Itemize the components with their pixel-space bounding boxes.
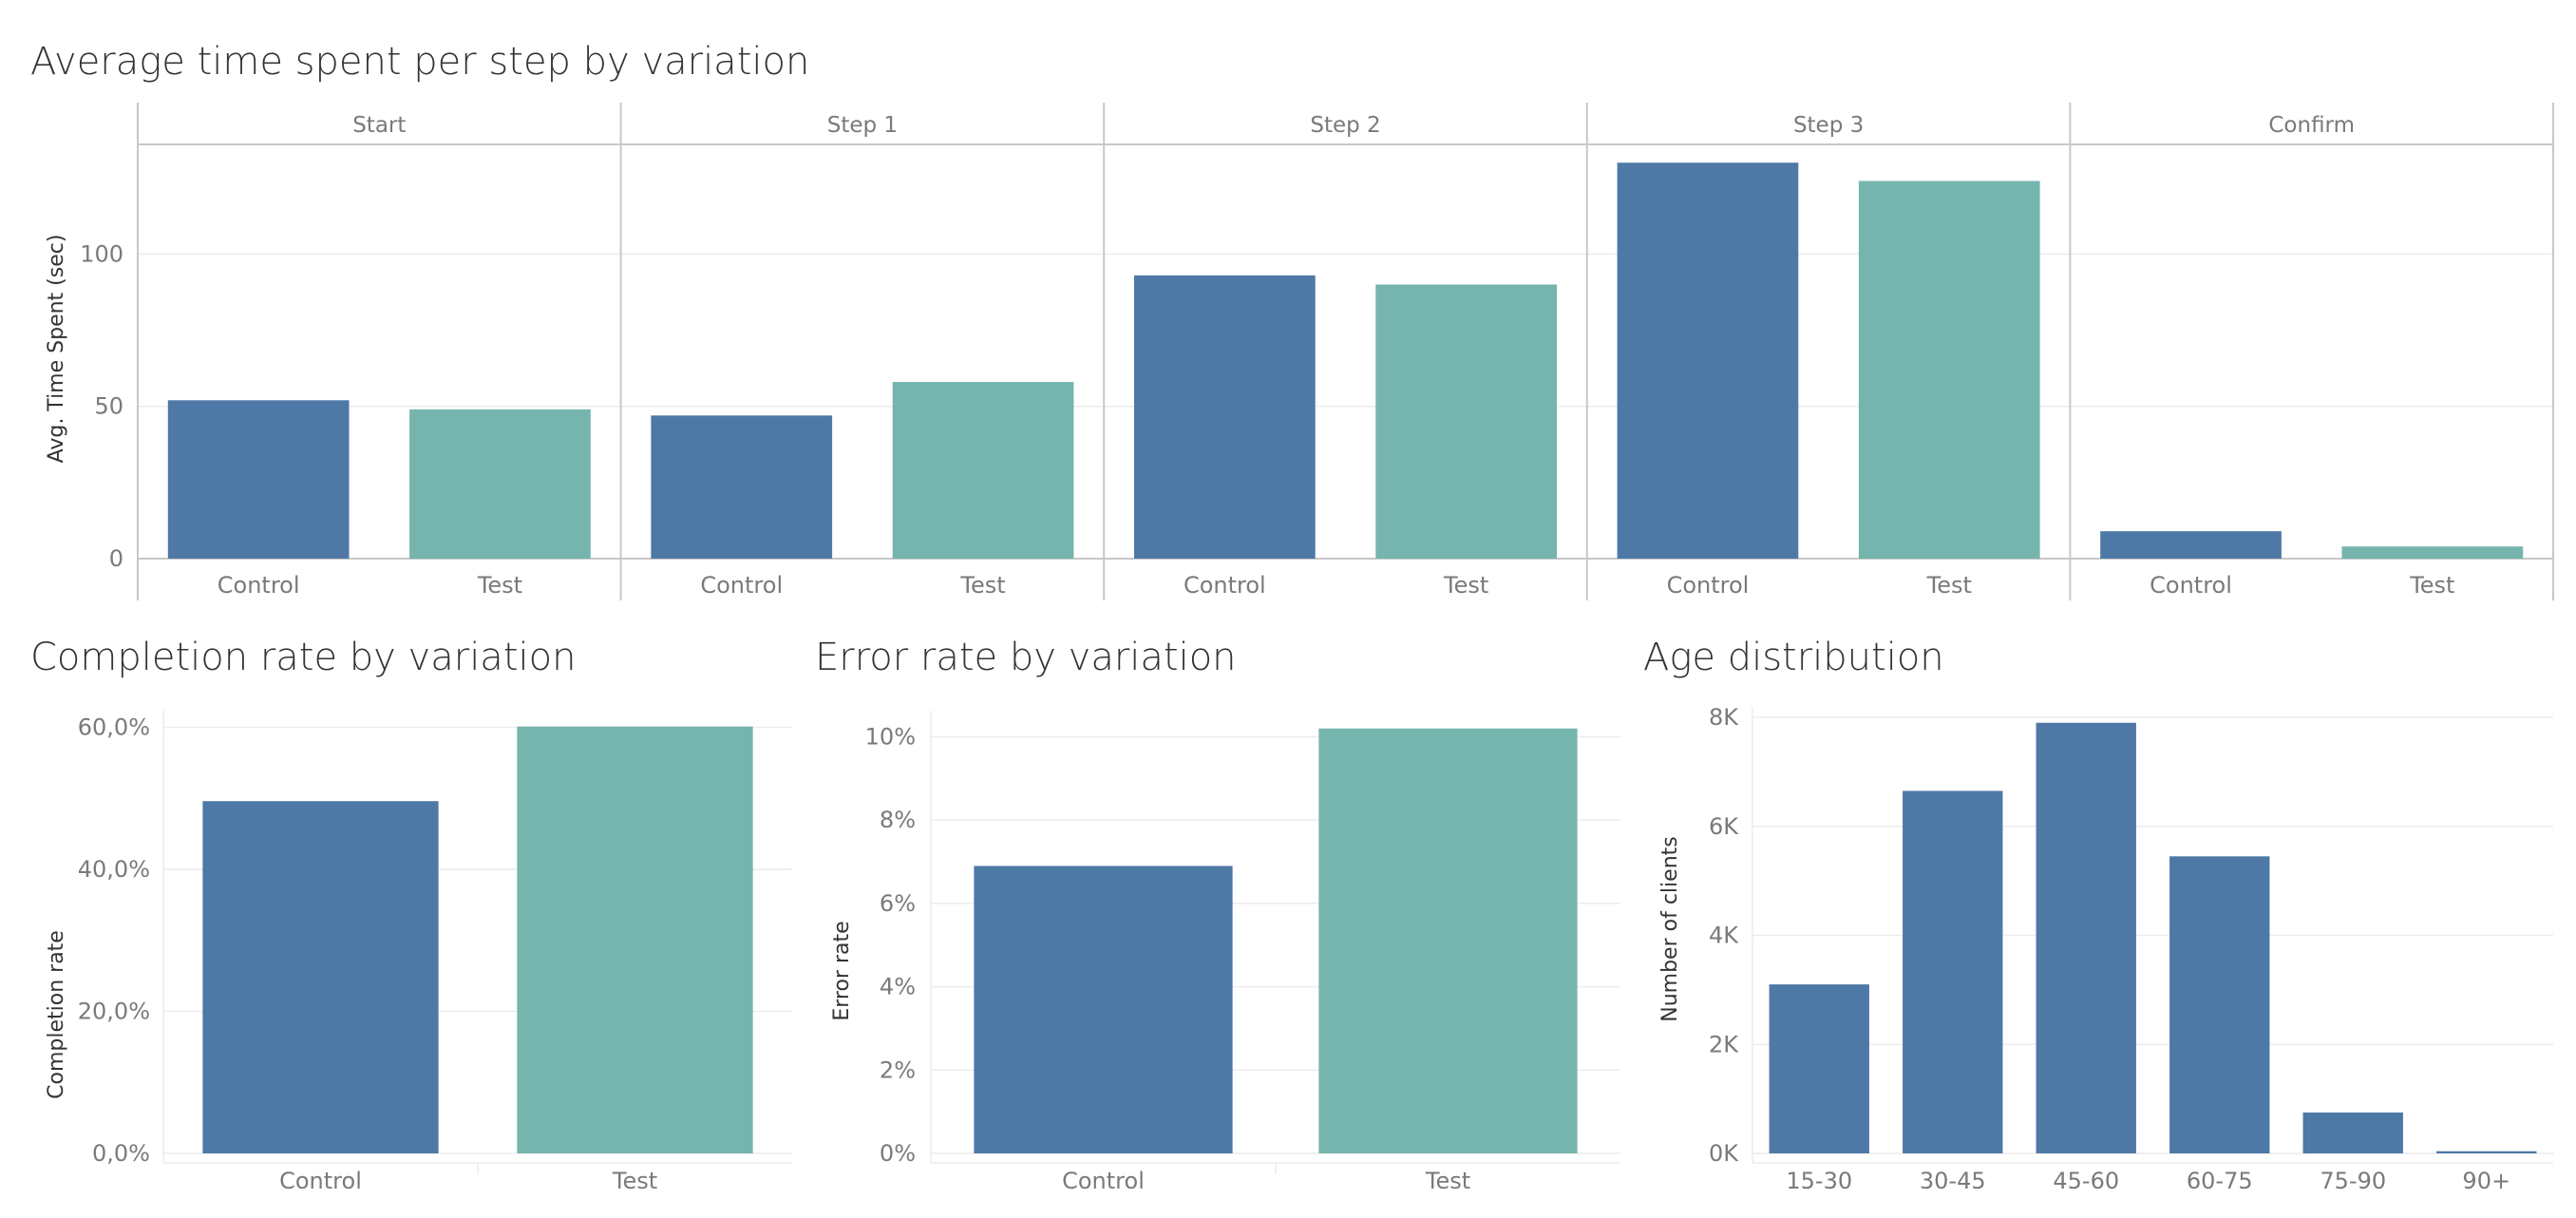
error-chart-y-ticks: 0% 2% 4% 6% 8% 10%: [865, 724, 916, 1167]
y-tick-label: 4K: [1709, 923, 1739, 949]
panel-header-label: Step 1: [827, 113, 898, 138]
age-chart-title: Age distribution: [1643, 636, 1944, 679]
y-tick-label: 0%: [880, 1140, 916, 1167]
age-chart-y-ticks: 0K 2K 4K 6K 8K: [1709, 704, 1739, 1167]
x-tick-label: Control: [218, 572, 300, 599]
x-tick-label: Control: [1184, 572, 1266, 599]
x-tick-label: Test: [959, 572, 1005, 599]
x-tick-label: 30-45: [1920, 1168, 1986, 1194]
y-tick-label: 0K: [1709, 1140, 1739, 1167]
bar-test: [2341, 546, 2524, 559]
x-tick-label: Test: [1443, 572, 1488, 599]
x-tick-label: 15-30: [1786, 1168, 1852, 1194]
x-tick-label: Test: [477, 572, 522, 599]
error-chart: Error rate by variation Error rate 0% 2% 4…: [815, 636, 1620, 1194]
bar-15-30: [1769, 984, 1869, 1153]
x-tick-label: 45-60: [2053, 1168, 2119, 1194]
x-tick-label: Control: [2150, 572, 2232, 599]
bar-control: [1617, 162, 1799, 559]
y-tick-label: 2%: [880, 1056, 916, 1083]
x-tick-label: 90+: [2462, 1168, 2510, 1194]
age-chart-y-axis-label: Number of clients: [1658, 836, 1682, 1021]
x-tick-label: Test: [1926, 572, 1972, 599]
x-tick-label: Control: [1667, 572, 1750, 599]
time-chart-y-ticks: 0 50 100: [80, 240, 123, 572]
y-tick-label: 40,0%: [78, 856, 150, 883]
time-chart: Average time spent per step by variation…: [30, 40, 2554, 600]
error-chart-x-ticks: Control Test: [1062, 1168, 1470, 1194]
y-tick-label: 50: [94, 393, 123, 420]
age-chart-bars: [1769, 722, 2537, 1153]
bar-test: [409, 409, 591, 559]
error-chart-bars: [974, 728, 1578, 1153]
x-tick-label: Test: [2409, 572, 2454, 599]
x-tick-label: Test: [612, 1168, 657, 1194]
y-tick-label: 0: [109, 545, 123, 572]
bar-control: [651, 415, 833, 559]
time-chart-bars: [167, 162, 2524, 559]
age-chart: Age distribution Number of clients 0K 2K 4…: [1643, 636, 2553, 1194]
age-chart-grid: [1752, 708, 2553, 1164]
x-tick-label: Test: [1425, 1168, 1470, 1194]
x-tick-label: 60-75: [2187, 1168, 2253, 1194]
bar-control: [1133, 275, 1316, 559]
bar-control: [202, 801, 439, 1153]
panel-header-label: Step 3: [1793, 113, 1864, 138]
bar-test: [517, 726, 753, 1153]
bar-control: [2100, 531, 2282, 559]
age-chart-x-ticks: 15-30 30-45 45-60 60-75 75-90 90+: [1786, 1168, 2510, 1194]
y-tick-label: 6%: [880, 890, 916, 917]
completion-chart: Completion rate by variation Completion …: [30, 636, 792, 1194]
panel-header-label: Start: [352, 113, 406, 138]
y-tick-label: 6K: [1709, 813, 1739, 840]
x-tick-label: Control: [1062, 1168, 1145, 1194]
time-chart-title: Average time spent per step by variation: [30, 40, 809, 84]
completion-chart-y-axis-label: Completion rate: [45, 930, 68, 1099]
bar-test: [1375, 284, 1558, 559]
completion-chart-x-ticks: Control Test: [279, 1168, 657, 1194]
x-tick-label: Control: [279, 1168, 362, 1194]
panel-header-label: Step 2: [1310, 113, 1380, 138]
completion-chart-bars: [202, 726, 753, 1153]
bar-test: [1318, 728, 1578, 1153]
bar-60-75: [2169, 856, 2270, 1153]
bar-45-60: [2036, 722, 2136, 1153]
bar-75-90: [2302, 1112, 2403, 1153]
y-tick-label: 10%: [865, 724, 916, 751]
bar-test: [892, 382, 1074, 559]
completion-chart-y-ticks: 0,0% 20,0% 40,0% 60,0%: [78, 714, 150, 1167]
error-chart-y-axis-label: Error rate: [830, 921, 854, 1020]
bar-control: [167, 400, 350, 559]
y-tick-label: 2K: [1709, 1031, 1739, 1057]
y-tick-label: 60,0%: [78, 714, 150, 740]
x-tick-label: 75-90: [2320, 1168, 2386, 1194]
y-tick-label: 8%: [880, 807, 916, 833]
completion-chart-title: Completion rate by variation: [30, 636, 576, 679]
y-tick-label: 100: [80, 240, 123, 267]
time-chart-y-axis-label: Avg. Time Spent (sec): [45, 235, 68, 464]
bar-30-45: [1903, 790, 2003, 1153]
y-tick-label: 4%: [880, 974, 916, 1000]
time-chart-panel-headers: Start Step 1 Step 2 Step 3 Confirm: [352, 113, 2355, 138]
bar-test: [1858, 181, 2040, 559]
error-chart-title: Error rate by variation: [815, 636, 1237, 679]
y-tick-label: 20,0%: [78, 998, 150, 1024]
y-tick-label: 8K: [1709, 704, 1739, 731]
y-tick-label: 0,0%: [92, 1140, 150, 1167]
time-chart-x-ticks: Control Test Control Test Control Test Control…: [218, 572, 2455, 599]
panel-header-label: Confirm: [2268, 113, 2355, 138]
x-tick-label: Control: [700, 572, 783, 599]
bar-control: [974, 866, 1233, 1153]
bar-90+: [2436, 1151, 2537, 1153]
